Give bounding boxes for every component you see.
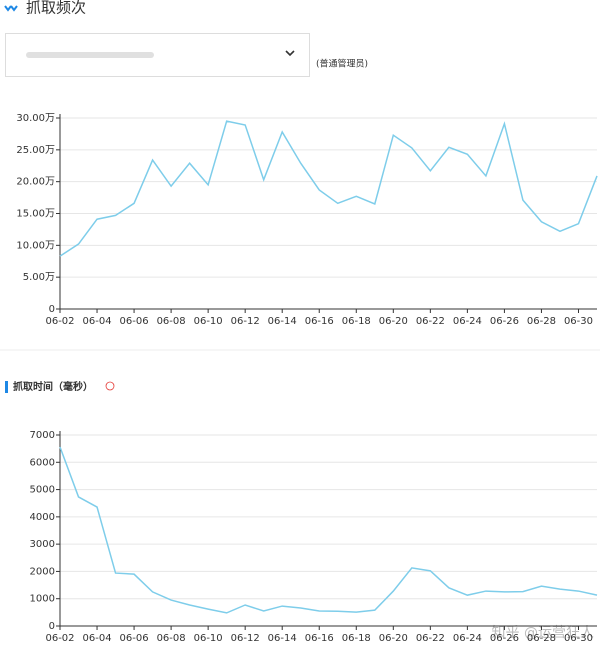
y-tick-label: 1000 [30,594,55,605]
x-tick-label: 06-26 [490,316,519,327]
y-tick-label: 20.00万 [16,177,55,188]
header-icon [4,5,18,12]
help-icon[interactable] [105,381,115,391]
x-tick-label: 06-14 [268,633,297,644]
x-tick-label: 06-22 [416,633,445,644]
x-tick-label: 06-08 [157,316,186,327]
x-tick-label: 06-24 [453,633,482,644]
x-tick-label: 06-30 [564,316,593,327]
x-tick-label: 06-30 [564,633,593,644]
x-tick-label: 06-10 [194,633,223,644]
page-title: 抓取频次 [26,0,86,17]
y-tick-label: 0 [49,304,55,315]
chart-title: 抓取时间（毫秒） [13,380,93,393]
y-tick-label: 2000 [30,566,55,577]
section-marker [5,381,8,393]
x-tick-label: 06-26 [490,633,519,644]
y-tick-label: 3000 [30,539,55,550]
x-tick-label: 06-28 [527,633,556,644]
x-tick-label: 06-14 [268,316,297,327]
y-tick-label: 10.00万 [16,240,55,251]
x-tick-label: 06-18 [342,633,371,644]
y-tick-label: 4000 [30,512,55,523]
y-tick-label: 30.00万 [16,113,55,124]
x-tick-label: 06-06 [120,316,149,327]
x-tick-label: 06-24 [453,316,482,327]
watermark: 知乎 @运营狂人 [492,624,594,641]
x-tick-label: 06-06 [120,633,149,644]
y-tick-label: 15.00万 [16,209,55,220]
y-tick-label: 7000 [30,430,55,441]
x-tick-label: 06-16 [305,316,334,327]
x-tick-label: 06-12 [231,316,260,327]
x-tick-label: 06-02 [45,316,74,327]
x-tick-label: 06-16 [305,633,334,644]
x-tick-label: 06-18 [342,316,371,327]
x-tick-label: 06-12 [231,633,260,644]
x-tick-label: 06-22 [416,316,445,327]
role-label: (普通管理员) [316,58,368,70]
y-tick-label: 25.00万 [16,145,55,156]
y-tick-label: 6000 [30,457,55,468]
y-tick-label: 0 [49,621,55,632]
x-tick-label: 06-02 [45,633,74,644]
x-tick-label: 06-08 [157,633,186,644]
x-tick-label: 06-10 [194,316,223,327]
x-tick-label: 06-04 [83,633,112,644]
x-tick-label: 06-20 [379,316,408,327]
x-tick-label: 06-04 [83,316,112,327]
data-line [59,446,598,614]
dropdown-chevron [285,50,295,57]
x-tick-label: 06-20 [379,633,408,644]
blurred-url [26,52,154,58]
data-line [59,120,598,257]
y-tick-label: 5000 [30,485,55,496]
x-tick-label: 06-28 [527,316,556,327]
y-tick-label: 5.00万 [23,272,55,283]
